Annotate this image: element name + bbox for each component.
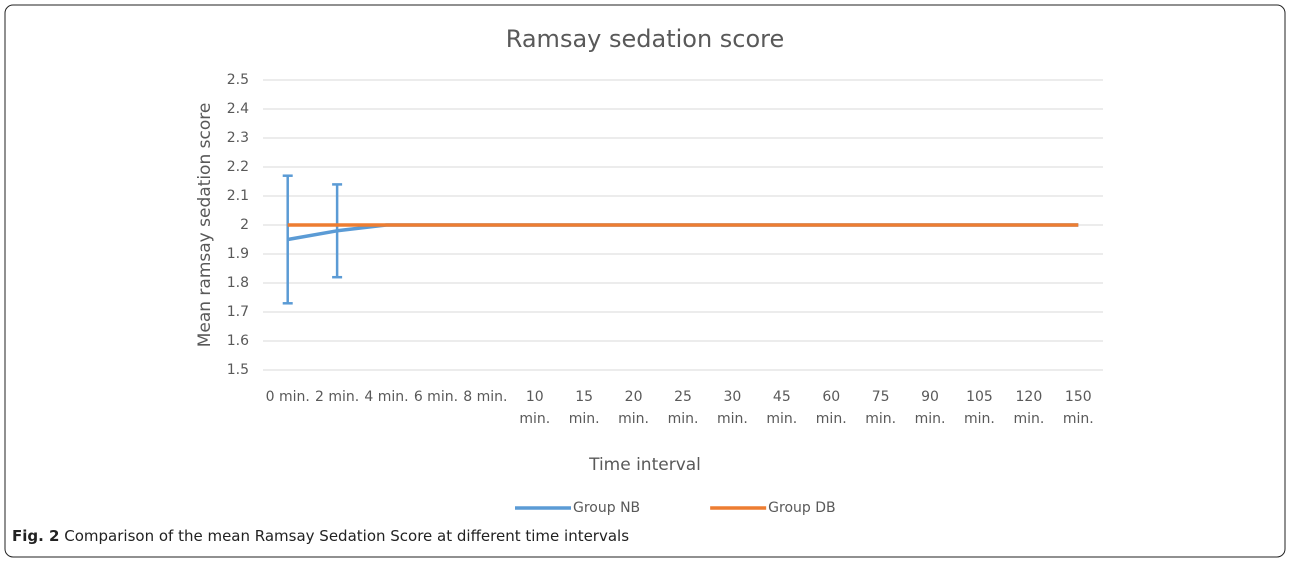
x-axis-title: Time interval xyxy=(588,455,701,475)
legend-label: Group DB xyxy=(768,500,835,516)
y-tick-label: 2 xyxy=(240,217,249,233)
error-bar xyxy=(332,183,343,279)
x-tick-label: 45 min. xyxy=(766,389,797,427)
caption: Fig. 2 Comparison of the mean Ramsay Sed… xyxy=(12,527,629,545)
caption-text: Comparison of the mean Ramsay Sedation S… xyxy=(64,527,629,545)
x-tick-label: 120 min. xyxy=(1013,389,1044,427)
x-tick-label: 30 min. xyxy=(717,389,748,427)
x-tick-label: 150 min. xyxy=(1063,389,1094,427)
x-tick-label: 15 min. xyxy=(569,389,600,427)
y-tick-label: 1.7 xyxy=(227,304,249,320)
series-line xyxy=(287,223,1079,242)
y-tick-label: 2.5 xyxy=(227,72,249,88)
caption-label: Fig. 2 xyxy=(12,527,59,545)
x-tick-label: 10 min. xyxy=(519,389,550,427)
x-tick-label: 20 min. xyxy=(618,389,649,427)
y-tick-label: 1.8 xyxy=(227,275,249,291)
y-tick-label: 2.2 xyxy=(227,159,249,175)
x-tick-label: 60 min. xyxy=(816,389,847,427)
error-bar xyxy=(282,174,293,305)
x-tick-label: 105 min. xyxy=(964,389,995,427)
x-tick-label: 75 min. xyxy=(865,389,896,427)
x-tick-label: 8 min. xyxy=(463,389,507,405)
x-tick-label: 4 min. xyxy=(364,389,408,405)
y-tick-label: 2.1 xyxy=(227,188,249,204)
x-tick-label: 25 min. xyxy=(668,389,699,427)
y-tick-label: 1.6 xyxy=(227,333,249,349)
x-tick-label: 90 min. xyxy=(915,389,946,427)
chart-title: Ramsay sedation score xyxy=(506,25,785,53)
x-tick-label: 0 min. xyxy=(266,389,310,405)
y-axis-title: Mean ramsay sedation score xyxy=(195,103,215,348)
x-tick-label: 6 min. xyxy=(414,389,458,405)
y-tick-label: 2.4 xyxy=(227,101,249,117)
y-tick-label: 2.3 xyxy=(227,130,249,146)
x-tick-label: 2 min. xyxy=(315,389,359,405)
y-tick-label: 1.5 xyxy=(227,362,249,378)
y-tick-label: 1.9 xyxy=(227,246,249,262)
frame xyxy=(4,4,1286,558)
legend-label: Group NB xyxy=(573,500,640,516)
